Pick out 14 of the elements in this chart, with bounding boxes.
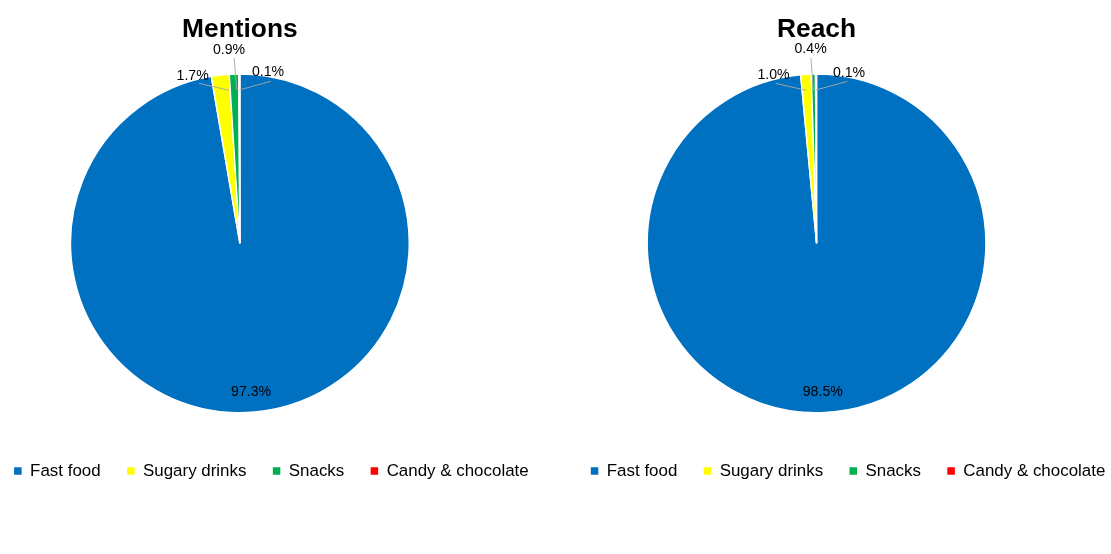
data-label: 0.1%: [251, 63, 285, 80]
legend-label: Fast food: [30, 460, 101, 480]
data-label: 98.5%: [802, 382, 844, 399]
data-label: 1.0%: [757, 65, 791, 82]
data-label: 97.3%: [231, 382, 272, 399]
legend-label: Snacks: [288, 460, 345, 480]
legend-label: Sugary drinks: [142, 460, 247, 480]
legend-label: Sugary drinks: [719, 460, 824, 480]
data-label: 1.7%: [176, 66, 210, 83]
data-label: 0.1%: [832, 63, 866, 80]
legend-label: Candy & chocolate: [963, 460, 1106, 480]
legend-label: Fast food: [606, 460, 678, 480]
legend-label: Candy & chocolate: [386, 460, 529, 480]
legend-label: Snacks: [865, 460, 921, 480]
